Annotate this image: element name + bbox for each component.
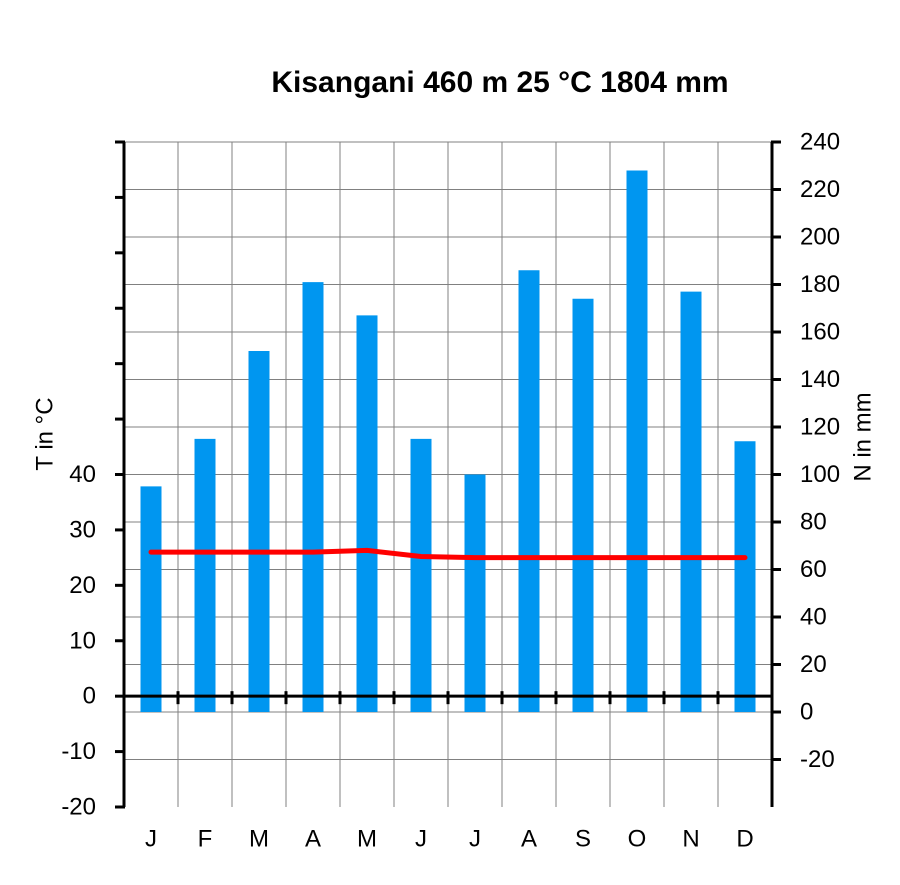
left-tick-label: 0: [83, 683, 96, 710]
precipitation-bar-7: [464, 474, 486, 712]
grid: [124, 141, 772, 807]
precipitation-bar-1: [140, 486, 162, 712]
right-tick-label: 140: [800, 366, 840, 393]
left-axis-label: T in °C: [31, 397, 58, 470]
precipitation-bar-8: [518, 270, 540, 712]
right-tick-label: 0: [800, 699, 813, 726]
right-tick-label: 200: [800, 224, 840, 251]
month-label: J: [415, 826, 427, 853]
precipitation-bar-4: [302, 282, 324, 712]
precipitation-bars: [140, 170, 756, 712]
axes: [115, 140, 781, 809]
right-tick-label: 180: [800, 271, 840, 298]
right-axis-label: N in mm: [849, 392, 876, 481]
right-tick-label: 80: [800, 509, 827, 536]
month-label: M: [357, 826, 377, 853]
right-tick-label: 100: [800, 461, 840, 488]
left-tick-label: 20: [69, 572, 96, 599]
tick-labels: -20 -10 0 10 20 30 40 -20 0 20 40 60 80 100 120 140 160 1…: [61, 129, 840, 853]
left-tick-label: -10: [61, 738, 96, 765]
right-tick-label: 220: [800, 176, 840, 203]
right-tick-label: -20: [800, 746, 835, 773]
month-label: J: [145, 826, 157, 853]
month-label: N: [682, 826, 699, 853]
left-tick-label: 40: [69, 461, 96, 488]
left-tick-label: -20: [61, 794, 96, 821]
left-tick-label: 10: [69, 627, 96, 654]
month-label: A: [521, 826, 537, 853]
temperature-line-group: [148, 547, 748, 561]
precipitation-bar-10: [626, 170, 648, 712]
precipitation-bar-6: [410, 438, 432, 712]
right-tick-label: 120: [800, 414, 840, 441]
right-tick-label: 160: [800, 319, 840, 346]
month-label: A: [305, 826, 321, 853]
left-tick-label: 30: [69, 516, 96, 543]
precipitation-bar-3: [248, 351, 270, 712]
chart-title: Kisangani 460 m 25 °C 1804 mm: [271, 66, 728, 99]
right-tick-label: 60: [800, 556, 827, 583]
month-label: S: [575, 826, 591, 853]
month-label: J: [469, 826, 481, 853]
month-label: M: [249, 826, 269, 853]
precipitation-bar-2: [194, 438, 216, 712]
month-label: O: [628, 826, 647, 853]
right-tick-label: 20: [800, 651, 827, 678]
precipitation-bar-11: [680, 291, 702, 712]
precipitation-bar-9: [572, 298, 594, 712]
month-label: D: [736, 826, 753, 853]
precipitation-bar-5: [356, 315, 378, 712]
right-tick-label: 40: [800, 604, 827, 631]
right-tick-label: 240: [800, 129, 840, 156]
precipitation-bar-12: [734, 441, 756, 712]
month-label: F: [198, 826, 213, 853]
temperature-line: [148, 547, 748, 561]
